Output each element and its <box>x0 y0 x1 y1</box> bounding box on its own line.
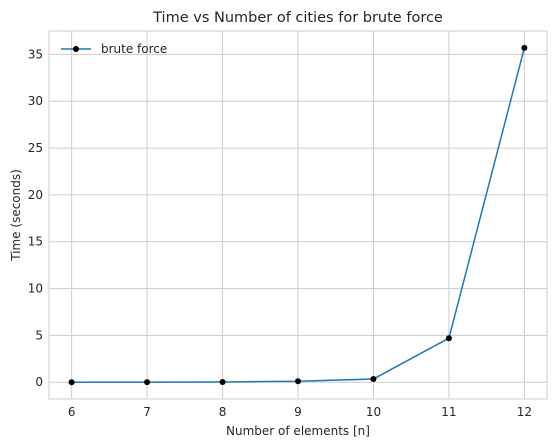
data-point-brute-force <box>521 45 527 51</box>
x-tick-label: 6 <box>68 405 76 419</box>
x-tick-label: 11 <box>441 405 456 419</box>
x-axis-label: Number of elements [n] <box>226 424 370 438</box>
data-point-brute-force <box>295 378 301 384</box>
chart-title: Time vs Number of cities for brute force <box>152 10 443 26</box>
data-point-brute-force <box>370 376 376 382</box>
data-point-brute-force <box>220 379 226 385</box>
y-tick-label: 10 <box>28 282 43 296</box>
x-tick-label: 12 <box>517 405 532 419</box>
data-point-brute-force <box>144 379 150 385</box>
y-axis-label: Time (seconds) <box>9 169 23 262</box>
y-tick-label: 25 <box>28 141 43 155</box>
y-tick-label: 15 <box>28 235 43 249</box>
x-tick-label: 7 <box>143 405 151 419</box>
y-tick-label: 35 <box>28 47 43 61</box>
legend-marker-swatch <box>73 46 79 52</box>
x-tick-label: 8 <box>219 405 227 419</box>
x-tick-label: 10 <box>366 405 381 419</box>
data-point-brute-force <box>446 335 452 341</box>
y-tick-label: 0 <box>35 375 43 389</box>
legend: brute force <box>61 42 167 56</box>
y-tick-label: 5 <box>35 328 43 342</box>
data-point-brute-force <box>69 379 75 385</box>
x-tick-label: 9 <box>294 405 302 419</box>
y-tick-label: 20 <box>28 188 43 202</box>
legend-label-brute-force: brute force <box>101 42 167 56</box>
tick-labels: 6 7 8 9 10 11 12 0 5 10 15 20 25 30 35 <box>28 47 532 419</box>
y-tick-label: 30 <box>28 94 43 108</box>
grid <box>49 31 547 399</box>
